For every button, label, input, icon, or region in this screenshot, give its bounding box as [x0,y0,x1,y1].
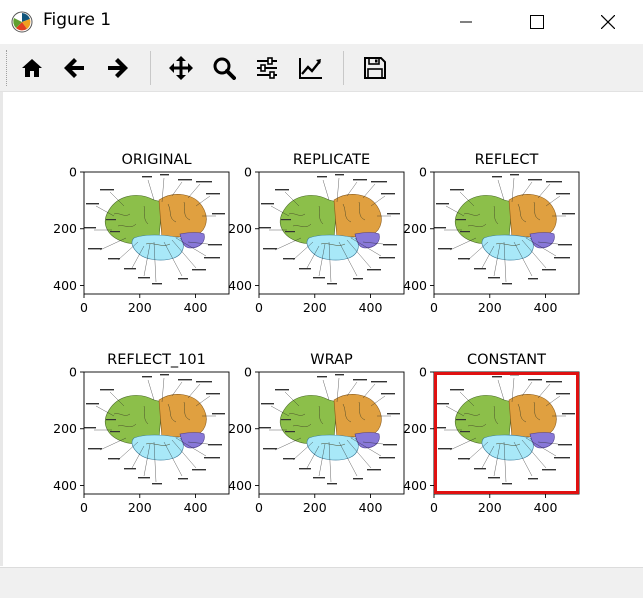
brain-image [84,173,226,285]
x-tick-label: 0 [255,500,263,515]
brain-image [84,373,226,485]
x-tick-label: 200 [303,300,327,315]
axes-frame [433,171,580,295]
brain-image [434,173,576,285]
brain-image [434,373,576,485]
y-tick-label: 0 [69,365,77,380]
matplotlib-logo-icon [11,11,33,33]
axes-frame [258,171,405,295]
toolbar-separator [150,51,151,85]
subplot-title: CONSTANT [467,352,546,368]
y-tick-label: 0 [244,165,252,180]
home-icon [22,59,42,77]
y-tick-label: 400 [228,478,252,493]
y-tick-label: 0 [244,365,252,380]
y-tick-label: 400 [403,278,427,293]
axes-frame [258,371,405,495]
x-tick-label: 200 [478,300,502,315]
x-tick-label: 400 [534,300,558,315]
subplot-title: WRAP [310,352,353,368]
maximize-button[interactable] [514,0,560,44]
x-tick-label: 0 [80,300,88,315]
y-tick-label: 200 [403,421,427,436]
close-button[interactable] [585,0,631,44]
y-tick-label: 0 [419,165,427,180]
arrow-right-icon [108,58,128,78]
forward-button[interactable] [102,53,132,83]
subplots-button[interactable] [252,53,282,83]
navigation-toolbar [0,44,643,92]
x-tick-label: 0 [430,300,438,315]
move-icon [169,56,193,80]
axes-frame [83,171,230,295]
y-tick-label: 200 [53,421,77,436]
x-tick-label: 0 [255,300,263,315]
subplot-title: REFLECT_101 [107,352,206,368]
y-tick-label: 0 [69,165,77,180]
edit-axes-button[interactable] [296,53,326,83]
x-tick-label: 200 [478,500,502,515]
pan-button[interactable] [166,53,196,83]
x-tick-label: 0 [80,500,88,515]
y-tick-label: 200 [53,221,77,236]
zoom-button[interactable] [209,53,239,83]
window-title: Figure 1 [43,10,112,30]
y-tick-label: 200 [228,221,252,236]
floppy-disk-icon [364,57,386,79]
brain-image [259,173,401,285]
figure-canvas[interactable]: ORIGINAL 0 200 400 0 200 400 REPLICATE 0 200 400 0 2… [4,92,639,566]
x-tick-label: 200 [128,300,152,315]
back-button[interactable] [60,53,90,83]
x-tick-label: 400 [184,300,208,315]
y-tick-label: 400 [403,478,427,493]
toolbar-grip[interactable] [6,50,10,86]
subplot-title: REPLICATE [293,152,370,168]
x-tick-label: 200 [303,500,327,515]
close-icon [601,15,615,29]
x-tick-label: 0 [430,500,438,515]
subplot-title: REFLECT [475,152,539,168]
minimize-button[interactable] [443,0,489,44]
maximize-icon [530,15,544,29]
y-tick-label: 400 [53,478,77,493]
minimize-icon [460,21,472,23]
y-tick-label: 0 [419,365,427,380]
x-tick-label: 200 [128,500,152,515]
sliders-icon [257,57,277,79]
toolbar-separator [343,51,344,85]
axes-frame [83,371,230,495]
y-tick-label: 200 [403,221,427,236]
y-tick-label: 400 [228,278,252,293]
magnifier-icon [213,57,236,80]
y-tick-label: 400 [53,278,77,293]
subplot-title: ORIGINAL [121,152,191,168]
x-tick-label: 400 [359,300,383,315]
save-button[interactable] [360,53,390,83]
constant-red-border [434,372,579,494]
y-tick-label: 200 [228,421,252,436]
line-chart-icon [299,58,322,79]
home-button[interactable] [17,53,47,83]
x-tick-label: 400 [359,500,383,515]
status-bar [0,567,643,598]
brain-image [259,373,401,485]
x-tick-label: 400 [534,500,558,515]
title-bar: Figure 1 [0,0,643,44]
window-edge [0,92,3,566]
arrow-left-icon [64,58,84,78]
x-tick-label: 400 [184,500,208,515]
